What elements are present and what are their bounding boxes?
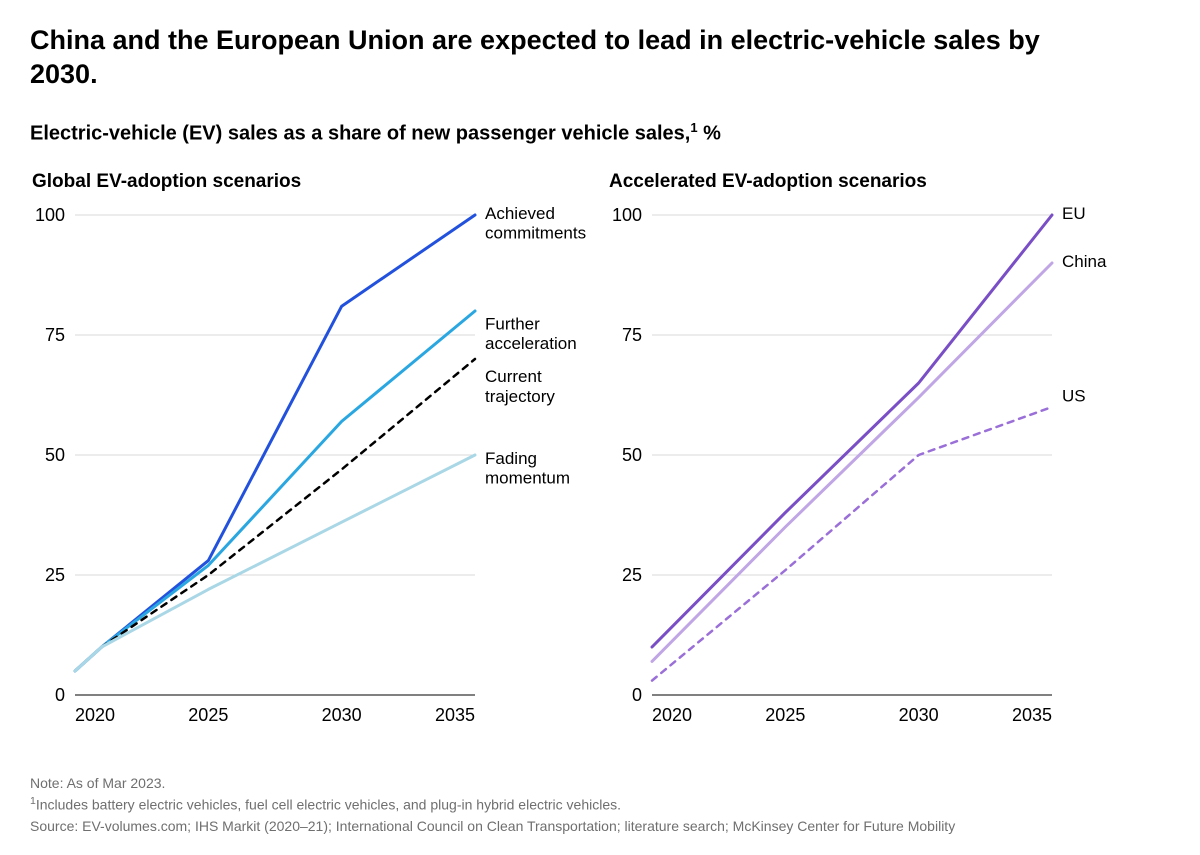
- chart-right-col: Accelerated EV-adoption scenarios 0 25 50 7…: [607, 171, 1172, 735]
- x-tick-label: 2020: [652, 705, 692, 725]
- y-tick-label: 100: [35, 205, 65, 225]
- y-tick-label: 25: [622, 565, 642, 585]
- x-tick-label: 2035: [1012, 705, 1052, 725]
- series-label-china: China: [1062, 252, 1107, 271]
- series-label-achieved: Achievedcommitments: [485, 205, 586, 243]
- chart-left-area: 0 25 50 75 100 2020 2025 2030 2035 Achievedcommit…: [30, 205, 595, 735]
- footnotes: Note: As of Mar 2023. 1Includes battery …: [30, 773, 955, 837]
- subtitle: Electric-vehicle (EV) sales as a share o…: [30, 120, 1170, 146]
- x-tick-label: 2020: [75, 705, 115, 725]
- series-label-current: Currenttrajectory: [485, 367, 555, 406]
- x-tick-label: 2030: [899, 705, 939, 725]
- subtitle-unit: %: [698, 122, 721, 144]
- y-tick-label: 0: [55, 685, 65, 705]
- y-tick-label: 75: [622, 325, 642, 345]
- y-tick-label: 75: [45, 325, 65, 345]
- charts-row: Global EV-adoption scenarios 0 25 50 75 100 2…: [30, 171, 1170, 735]
- series-fading: [75, 455, 475, 671]
- y-tick-label: 25: [45, 565, 65, 585]
- series-label-fading: Fadingmomentum: [485, 449, 570, 488]
- page-title: China and the European Union are expecte…: [30, 24, 1050, 92]
- chart-right-title: Accelerated EV-adoption scenarios: [609, 171, 1172, 193]
- page: China and the European Union are expecte…: [0, 0, 1200, 855]
- chart-left-col: Global EV-adoption scenarios 0 25 50 75 100 2…: [30, 171, 595, 735]
- series-achieved: [75, 215, 475, 671]
- footnote-source: Source: EV-volumes.com; IHS Markit (2020…: [30, 816, 955, 837]
- x-tick-label: 2030: [322, 705, 362, 725]
- y-tick-label: 50: [45, 445, 65, 465]
- series-current: [75, 359, 475, 671]
- chart-right-area: 0 25 50 75 100 2020 2025 2030 2035 EU China US: [607, 205, 1172, 735]
- y-tick-label: 0: [632, 685, 642, 705]
- subtitle-sup: 1: [690, 120, 697, 135]
- x-tick-label: 2035: [435, 705, 475, 725]
- series-label-us: US: [1062, 387, 1086, 406]
- footnote-1: 1Includes battery electric vehicles, fue…: [30, 794, 955, 816]
- footnote-1-text: Includes battery electric vehicles, fuel…: [36, 797, 621, 813]
- series-label-eu: EU: [1062, 205, 1086, 223]
- subtitle-text: Electric-vehicle (EV) sales as a share o…: [30, 122, 690, 144]
- chart-right-svg: 0 25 50 75 100 2020 2025 2030 2035 EU China US: [607, 205, 1172, 735]
- y-tick-label: 50: [622, 445, 642, 465]
- series-eu: [652, 215, 1052, 647]
- series-further: [75, 311, 475, 671]
- chart-left-title: Global EV-adoption scenarios: [32, 171, 595, 193]
- y-tick-label: 100: [612, 205, 642, 225]
- x-tick-label: 2025: [765, 705, 805, 725]
- series-china: [652, 263, 1052, 661]
- chart-left-svg: 0 25 50 75 100 2020 2025 2030 2035 Achievedcommit…: [30, 205, 595, 735]
- footnote-note: Note: As of Mar 2023.: [30, 773, 955, 794]
- x-tick-label: 2025: [188, 705, 228, 725]
- series-label-further: Furtheracceleration: [485, 315, 577, 354]
